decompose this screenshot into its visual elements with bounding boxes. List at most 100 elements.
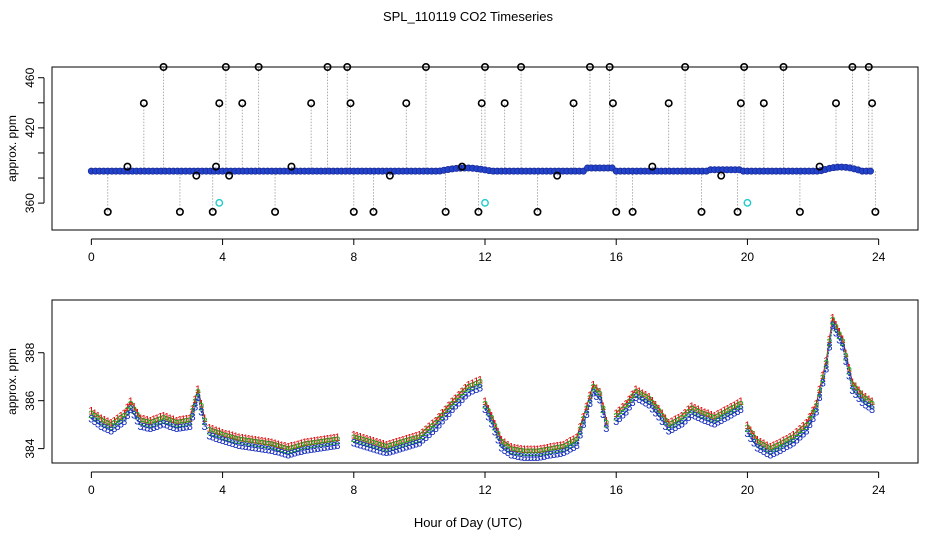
series-marker: 1 (803, 418, 809, 430)
series-marker: 1 (836, 327, 842, 339)
series-marker: 1 (613, 408, 619, 420)
series-marker: 1 (101, 415, 107, 427)
series-marker: 2 (105, 419, 111, 431)
series-marker: 1 (397, 435, 403, 447)
series-marker: 2 (492, 422, 498, 434)
series-marker: 1 (174, 415, 180, 427)
series-marker: 1 (705, 408, 711, 420)
series-marker: 1 (728, 402, 734, 414)
series-marker: 2 (554, 444, 560, 456)
raw-point (736, 99, 745, 108)
series-marker: 2 (321, 437, 327, 449)
series-marker: 2 (528, 447, 534, 459)
series-marker: 2 (574, 435, 580, 447)
series-marker: 3 (275, 447, 281, 459)
series-marker: 2 (735, 401, 741, 413)
series-marker: 3 (354, 439, 360, 451)
series-marker: 3 (466, 387, 472, 399)
series-marker: 3 (626, 402, 632, 414)
raw-point (585, 62, 594, 71)
series-marker: 1 (833, 319, 839, 331)
raw-point (307, 99, 316, 108)
series-marker: 1 (839, 334, 845, 346)
series-marker: 1 (800, 421, 806, 433)
series-marker: 3 (511, 450, 517, 462)
series-marker: 2 (226, 432, 232, 444)
series-line (209, 427, 338, 448)
series-marker: 3 (288, 449, 294, 461)
series-marker: 1 (538, 443, 544, 455)
series-marker: 1 (236, 432, 242, 444)
series-marker: 1 (767, 442, 773, 454)
series-marker: 3 (121, 416, 127, 428)
series-marker: 2 (869, 399, 875, 411)
series-line (484, 383, 607, 450)
series-marker: 3 (498, 442, 504, 454)
series-marker: 3 (633, 392, 639, 404)
series-marker: 1 (849, 377, 855, 389)
series-marker: 1 (423, 424, 429, 436)
series-marker: 3 (226, 437, 232, 449)
series-marker: 1 (157, 412, 163, 424)
series-marker: 3 (616, 413, 622, 425)
series-marker: 3 (538, 451, 544, 463)
series-marker: 2 (705, 411, 711, 423)
series-marker: 3 (643, 397, 649, 409)
series-marker: 2 (364, 437, 370, 449)
series-marker: 1 (429, 418, 435, 430)
series-marker: 1 (787, 432, 793, 444)
series-marker: 2 (164, 415, 170, 427)
series-marker: 1 (551, 441, 557, 453)
series-marker: 3 (285, 450, 291, 462)
series-marker: 2 (433, 418, 439, 430)
series-marker: 3 (862, 399, 868, 411)
series-marker: 3 (452, 401, 458, 413)
series-marker: 1 (315, 435, 321, 447)
series-marker: 2 (757, 439, 763, 451)
series-marker: 2 (416, 433, 422, 445)
series-marker: 3 (118, 418, 124, 430)
x-tick-label: 12 (478, 250, 492, 264)
series-marker: 1 (456, 389, 462, 401)
series-marker: 3 (216, 434, 222, 446)
series-marker: 3 (324, 441, 330, 453)
series-marker: 3 (708, 417, 714, 429)
series-marker: 2 (656, 406, 662, 418)
series-marker: 1 (439, 408, 445, 420)
series-marker: 3 (105, 424, 111, 436)
series-marker: 1 (305, 436, 311, 448)
series-marker: 2 (285, 445, 291, 457)
series-marker: 3 (794, 435, 800, 447)
series-marker: 3 (593, 391, 599, 403)
series-marker: 1 (856, 385, 862, 397)
series-marker: 3 (859, 397, 865, 409)
series-marker: 1 (403, 434, 409, 446)
series-marker: 1 (229, 430, 235, 442)
series-marker: 1 (505, 439, 511, 451)
series-marker: 1 (226, 429, 232, 441)
series-marker: 3 (315, 443, 321, 455)
series-marker: 2 (331, 436, 337, 448)
series-marker: 2 (669, 419, 675, 431)
series-marker: 2 (695, 407, 701, 419)
series-marker: 1 (436, 411, 442, 423)
series-marker: 2 (298, 441, 304, 453)
series-marker: 3 (423, 432, 429, 444)
series-marker: 3 (541, 451, 547, 463)
series-marker: 1 (777, 437, 783, 449)
series-marker: 1 (685, 404, 691, 416)
series-marker: 1 (580, 411, 586, 423)
series-marker: 1 (249, 434, 255, 446)
series-marker: 1 (584, 401, 590, 413)
series-line (91, 395, 205, 432)
series-marker: 1 (311, 435, 317, 447)
series-marker: 3 (183, 421, 189, 433)
series-marker: 1 (639, 388, 645, 400)
series-marker: 1 (282, 441, 288, 453)
series-marker: 3 (282, 449, 288, 461)
series-marker: 3 (715, 417, 721, 429)
series-marker: 3 (269, 445, 275, 457)
series-marker: 3 (564, 445, 570, 457)
series-marker: 2 (292, 443, 298, 455)
series-marker: 3 (813, 406, 819, 418)
